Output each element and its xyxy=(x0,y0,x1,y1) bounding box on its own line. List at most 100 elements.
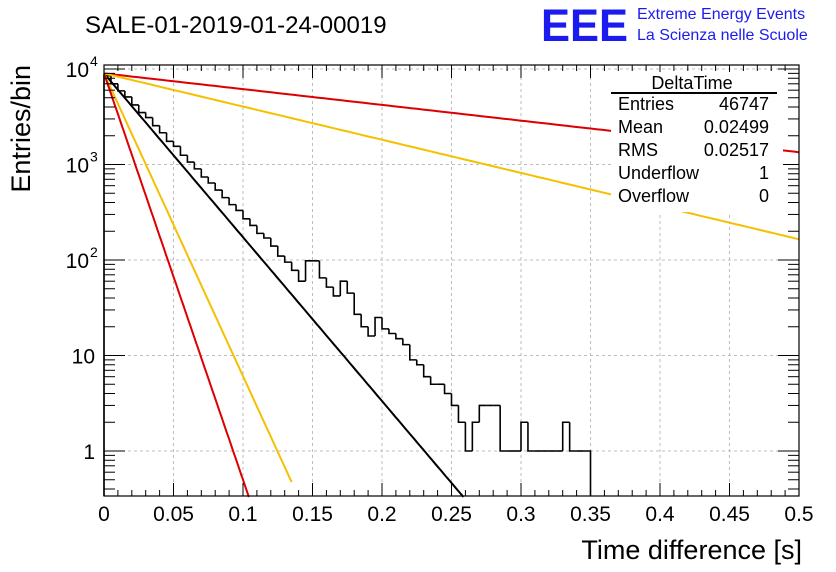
y-tick-exponent: 4 xyxy=(90,53,98,69)
stats-box-background xyxy=(611,72,783,212)
histogram-bin xyxy=(332,287,341,297)
y-tick-exponent: 3 xyxy=(90,149,98,165)
histogram-bin xyxy=(422,364,431,378)
histogram-bin xyxy=(186,155,195,163)
histogram-bin xyxy=(478,404,487,423)
histogram-bin xyxy=(471,421,480,451)
grid-lines xyxy=(104,65,799,496)
histogram-bin xyxy=(297,270,306,282)
stats-value-overflow: 0 xyxy=(759,186,769,206)
histogram-bin xyxy=(290,262,299,272)
x-tick-label: 0.45 xyxy=(709,503,750,526)
stats-label-mean: Mean xyxy=(618,117,663,137)
stats-value-mean: 0.02499 xyxy=(704,117,769,137)
fit-curve xyxy=(103,73,250,498)
histogram-bin xyxy=(457,405,466,424)
histogram-bin xyxy=(367,326,376,337)
histogram-bin xyxy=(214,183,223,191)
histogram-bin xyxy=(179,146,188,157)
x-tick-label: 0.3 xyxy=(506,503,535,526)
histogram-bin xyxy=(520,421,528,451)
x-tick-label: 0.1 xyxy=(228,503,257,526)
stats-value-entries: 46747 xyxy=(719,94,769,114)
stats-title: DeltaTime xyxy=(651,73,732,93)
x-axis-ticks: 0 0.05 0.1 0.15 0.2 0.25 0.3 0.35 0.4 0.45 0.5 xyxy=(98,65,814,526)
stats-label-entries: Entries xyxy=(618,94,674,114)
logo-line-2: La Scienza nelle Scuole xyxy=(637,27,808,44)
fit-curve xyxy=(103,72,293,483)
histogram-bin xyxy=(144,112,153,119)
stats-value-underflow: 1 xyxy=(759,163,769,183)
histogram-bin xyxy=(263,233,271,239)
histogram-bin xyxy=(318,260,327,279)
histogram-bin xyxy=(276,246,285,257)
histogram-bin xyxy=(339,280,348,296)
stats-box: DeltaTime Entries 46747 Mean 0.02499 RMS… xyxy=(611,72,783,212)
histogram-bin xyxy=(568,422,577,452)
histogram-bin xyxy=(381,317,389,330)
histogram-bin xyxy=(158,125,167,134)
histogram-bin xyxy=(429,376,438,386)
histogram-bin xyxy=(235,204,243,212)
histogram-bin xyxy=(242,210,250,220)
stats-value-rms: 0.02517 xyxy=(704,140,769,160)
plot-title: SALE-01-2019-01-24-00019 xyxy=(85,12,387,39)
histogram-bin xyxy=(415,359,424,366)
logo-mark: EEE xyxy=(541,0,628,51)
x-axis-label: Time difference [s] xyxy=(581,535,802,565)
histogram-bin xyxy=(395,333,403,340)
histogram-bin xyxy=(583,450,592,496)
histogram-bin xyxy=(193,162,202,170)
x-tick-label: 0.2 xyxy=(367,503,396,526)
histogram-bin xyxy=(409,344,417,361)
histogram-bin xyxy=(137,104,146,114)
histogram-bin xyxy=(228,197,237,206)
fit-curve xyxy=(103,72,465,498)
histogram-bin xyxy=(304,260,313,282)
histogram-bin xyxy=(221,190,230,199)
y-tick-exponent: 2 xyxy=(90,244,98,260)
y-tick-label: 1 xyxy=(83,441,95,464)
stats-label-rms: RMS xyxy=(618,140,658,160)
x-tick-label: 0.15 xyxy=(292,503,333,526)
x-tick-label: 0.05 xyxy=(153,503,194,526)
x-tick-label: 0.35 xyxy=(570,503,611,526)
histogram-bin xyxy=(103,74,111,496)
histogram-bin xyxy=(165,132,174,143)
y-tick-label: 10 xyxy=(72,346,95,369)
x-tick-label: 0.4 xyxy=(645,503,675,526)
histogram-bin xyxy=(561,421,570,451)
y-tick-label: 10 xyxy=(66,155,89,178)
histogram-bin xyxy=(353,293,362,316)
histogram-bin xyxy=(450,393,459,407)
histogram-bin xyxy=(527,422,535,452)
histogram-bin xyxy=(172,141,181,148)
histogram-bin xyxy=(374,316,382,337)
histogram-bin xyxy=(388,328,396,335)
stats-label-underflow: Underflow xyxy=(618,163,700,183)
histogram-bin xyxy=(124,90,132,98)
histogram-bin xyxy=(200,168,209,178)
histogram-bin xyxy=(151,117,160,127)
x-tick-label: 0.5 xyxy=(784,503,813,526)
x-tick-label: 0.25 xyxy=(431,503,472,526)
histogram-bin xyxy=(360,314,369,328)
histogram-bin xyxy=(499,405,508,452)
y-axis-label: Entries/bin xyxy=(6,65,36,193)
histogram-bin xyxy=(270,237,278,247)
histogram-bin xyxy=(249,218,257,227)
y-tick-label: 10 xyxy=(66,250,89,273)
stats-label-overflow: Overflow xyxy=(618,186,690,206)
histogram-bin xyxy=(346,281,355,294)
histogram-bin xyxy=(256,225,264,235)
histogram-bin xyxy=(402,338,410,346)
x-tick-label: 0 xyxy=(98,503,110,526)
eee-logo: EEE Extreme Energy Events La Scienza nel… xyxy=(541,0,808,51)
histogram-bin xyxy=(283,256,292,263)
y-tick-label: 10 xyxy=(66,59,89,82)
logo-line-1: Extreme Energy Events xyxy=(637,6,805,23)
histogram-bin xyxy=(464,422,473,452)
histogram-bin xyxy=(131,96,139,106)
